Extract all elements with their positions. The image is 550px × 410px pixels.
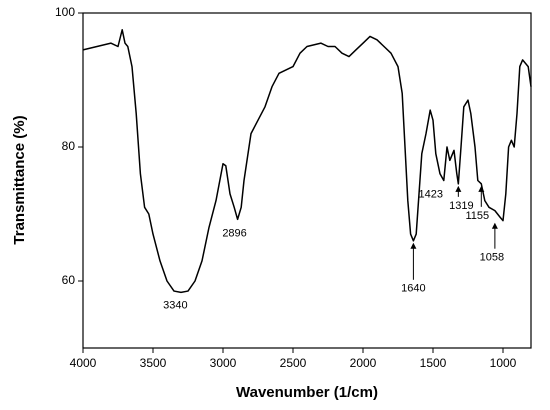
x-tick-label: 2000 [350, 356, 377, 370]
annotation-label: 2896 [222, 227, 246, 239]
spectrum-line [82, 29, 532, 294]
x-tick-label: 2500 [280, 356, 307, 370]
annotation-label: 1319 [449, 200, 473, 212]
x-tick-label: 4000 [70, 356, 97, 370]
y-tick-label: 100 [55, 5, 75, 19]
annotation-label: 1155 [465, 210, 489, 222]
x-tick-label: 3000 [210, 356, 237, 370]
plot-frame [82, 12, 532, 349]
x-tick-label: 1500 [420, 356, 447, 370]
annotation-arrowhead [478, 185, 485, 192]
annotation-label: 1058 [480, 252, 504, 264]
x-axis-label: Wavenumber (1/cm) [236, 384, 378, 401]
annotation-arrowhead [410, 242, 417, 249]
annotation-arrowhead [491, 222, 498, 229]
y-axis-label: Transmittance (%) [11, 115, 28, 244]
annotation-label: 1423 [419, 188, 443, 200]
y-tick-label: 80 [62, 139, 76, 153]
annotation-label: 1640 [401, 283, 425, 295]
annotation-arrowhead [455, 185, 462, 192]
annotation-label: 3340 [163, 299, 187, 311]
y-tick-label: 60 [62, 273, 76, 287]
x-tick-label: 3500 [140, 356, 167, 370]
x-tick-label: 1000 [490, 356, 517, 370]
